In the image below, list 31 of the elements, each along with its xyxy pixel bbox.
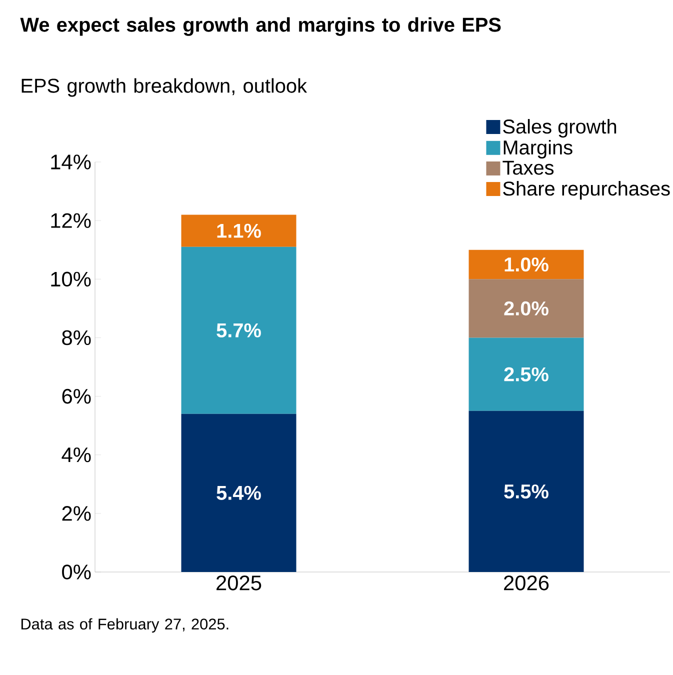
data-label: 1.1% [217, 224, 261, 238]
chart-subtitle: EPS growth breakdown, outlook [22, 78, 308, 97]
y-tick-label: 6% [62, 388, 91, 404]
bar [181, 246, 296, 414]
data-label: 5.4% [216, 486, 261, 500]
bar [181, 214, 296, 247]
y-tick-label: 14% [51, 154, 91, 170]
bar [468, 338, 584, 411]
data-label: 5.7% [216, 323, 261, 338]
y-tick-label: 8% [62, 330, 91, 346]
x-tick-label: 2025 [216, 576, 262, 590]
data-label: 1.0% [504, 257, 548, 272]
legend-label: Share repurchases [503, 181, 670, 200]
bar [181, 414, 296, 572]
y-tick-label: 12% [51, 213, 91, 228]
bar [468, 279, 584, 338]
data-label: 5.5% [504, 484, 548, 498]
legend-label: Margins [504, 140, 572, 159]
data-label: 2.0% [504, 301, 548, 316]
y-tick-label: 4% [62, 448, 91, 462]
legend-label: Sales growth [503, 119, 616, 138]
data-label: 2.5% [504, 367, 548, 382]
chart-title: We expect sales growth and margins to drive EPS [20, 17, 501, 36]
bar [468, 250, 584, 280]
x-tick-label: 2026 [504, 576, 549, 590]
y-tick-label: 10% [51, 272, 91, 287]
legend-label: Taxes [502, 160, 554, 175]
y-tick-label: 2% [62, 506, 91, 521]
bar [468, 410, 584, 572]
text: Data as of February 27, 2025. [21, 618, 228, 633]
y-tick-label: 0% [62, 564, 91, 580]
